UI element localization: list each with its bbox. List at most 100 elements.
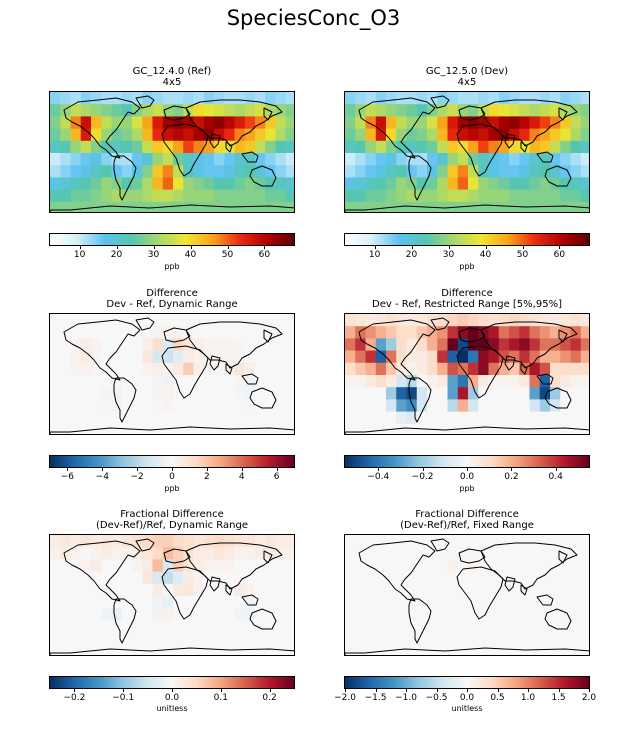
heatmap-cell xyxy=(416,350,428,364)
heatmap-cell xyxy=(111,104,123,117)
heatmap-cell xyxy=(285,165,294,178)
heatmap-cell xyxy=(234,559,246,573)
heatmap-cell xyxy=(509,608,520,621)
heatmap-cell xyxy=(203,362,215,376)
heatmap-cell xyxy=(345,632,356,646)
heatmap-cell xyxy=(488,326,500,339)
heatmap-cell xyxy=(224,411,236,425)
heatmap-cell xyxy=(244,189,256,203)
heatmap-cell xyxy=(234,350,246,364)
heatmap-cell xyxy=(345,350,356,364)
heatmap-cell xyxy=(447,153,459,166)
heatmap-cell xyxy=(173,338,184,352)
heatmap-cell xyxy=(162,104,174,117)
heatmap-cell xyxy=(447,608,459,621)
heatmap-cell xyxy=(437,399,449,413)
heatmap-cell xyxy=(234,571,246,585)
heatmap-cell xyxy=(345,583,356,597)
heatmap-cell xyxy=(560,559,572,573)
heatmap-cell xyxy=(132,128,143,142)
heatmap-cell xyxy=(70,559,82,573)
heatmap-cell xyxy=(142,596,154,609)
heatmap-cell xyxy=(234,326,246,339)
heatmap-cell xyxy=(375,632,387,646)
map-svg xyxy=(345,92,589,212)
heatmap-cell xyxy=(214,596,225,609)
heatmap-cell xyxy=(80,314,92,327)
heatmap-cell xyxy=(152,596,164,609)
heatmap-cell xyxy=(416,375,428,388)
heatmap-cell xyxy=(447,583,459,597)
heatmap-cell xyxy=(406,116,418,130)
heatmap-cell xyxy=(355,338,367,352)
heatmap-cell xyxy=(447,375,459,388)
heatmap-cell xyxy=(355,116,367,130)
heatmap-cell xyxy=(468,559,479,573)
heatmap-cell xyxy=(468,362,479,376)
heatmap-cell xyxy=(488,189,500,203)
heatmap-cell xyxy=(275,411,287,425)
heatmap-cell xyxy=(427,92,438,105)
heatmap-cell xyxy=(203,140,215,154)
heatmap-cell xyxy=(550,189,561,203)
heatmap-cell xyxy=(468,608,479,621)
heatmap-cell xyxy=(70,326,82,339)
heatmap-cell xyxy=(498,620,510,634)
heatmap-cell xyxy=(183,201,195,212)
heatmap-cell xyxy=(406,128,418,142)
heatmap-cell xyxy=(255,153,266,166)
heatmap-cell xyxy=(519,338,531,352)
heatmap-cell xyxy=(265,326,277,339)
heatmap-cell xyxy=(50,116,61,130)
heatmap-cell xyxy=(91,559,102,573)
heatmap-cell xyxy=(152,423,164,434)
coastline xyxy=(536,594,554,606)
heatmap-cell xyxy=(183,535,195,548)
heatmap-cell xyxy=(550,104,561,117)
heatmap-cell xyxy=(173,583,184,597)
heatmap-cell xyxy=(406,583,418,597)
heatmap-cell xyxy=(580,547,589,560)
heatmap-cell xyxy=(406,338,418,352)
colorbar-tick xyxy=(276,468,278,471)
heatmap-cell xyxy=(437,535,449,548)
heatmap-cell xyxy=(224,177,236,191)
heatmap-cell xyxy=(142,153,154,166)
colorbar-tick-label: 0.0 xyxy=(459,472,475,482)
heatmap-cell xyxy=(529,92,541,105)
heatmap-cell xyxy=(80,153,92,166)
heatmap-cell xyxy=(498,387,510,400)
heatmap-cell xyxy=(488,140,500,154)
heatmap-cell xyxy=(265,189,277,203)
heatmap-cell xyxy=(498,326,510,339)
heatmap-cell xyxy=(60,559,72,573)
heatmap-cell xyxy=(560,128,572,142)
heatmap-cell xyxy=(580,596,589,609)
heatmap-cell xyxy=(345,387,356,400)
heatmap-cell xyxy=(529,375,541,388)
heatmap-cell xyxy=(285,644,294,655)
heatmap-cell xyxy=(224,387,236,400)
heatmap-cell xyxy=(152,559,164,573)
heatmap-cell xyxy=(550,177,561,191)
heatmap-cell xyxy=(375,189,387,203)
heatmap-cell xyxy=(152,571,164,585)
heatmap-cell xyxy=(478,547,490,560)
heatmap-cell xyxy=(50,153,61,166)
heatmap-cell xyxy=(570,338,582,352)
heatmap-cell xyxy=(60,177,72,191)
heatmap-cell xyxy=(375,116,387,130)
heatmap-cell xyxy=(396,387,408,400)
heatmap-cell xyxy=(529,201,541,212)
heatmap-cell xyxy=(560,314,572,327)
heatmap-cell xyxy=(132,116,143,130)
heatmap-cell xyxy=(560,326,572,339)
heatmap-cell xyxy=(519,571,531,585)
coastline xyxy=(558,550,568,564)
heatmap-cell xyxy=(447,559,459,573)
heatmap-cell xyxy=(132,338,143,352)
heatmap-cell xyxy=(234,423,246,434)
heatmap-cell xyxy=(265,362,277,376)
heatmap-cell xyxy=(121,326,133,339)
heatmap-cell xyxy=(550,644,561,655)
